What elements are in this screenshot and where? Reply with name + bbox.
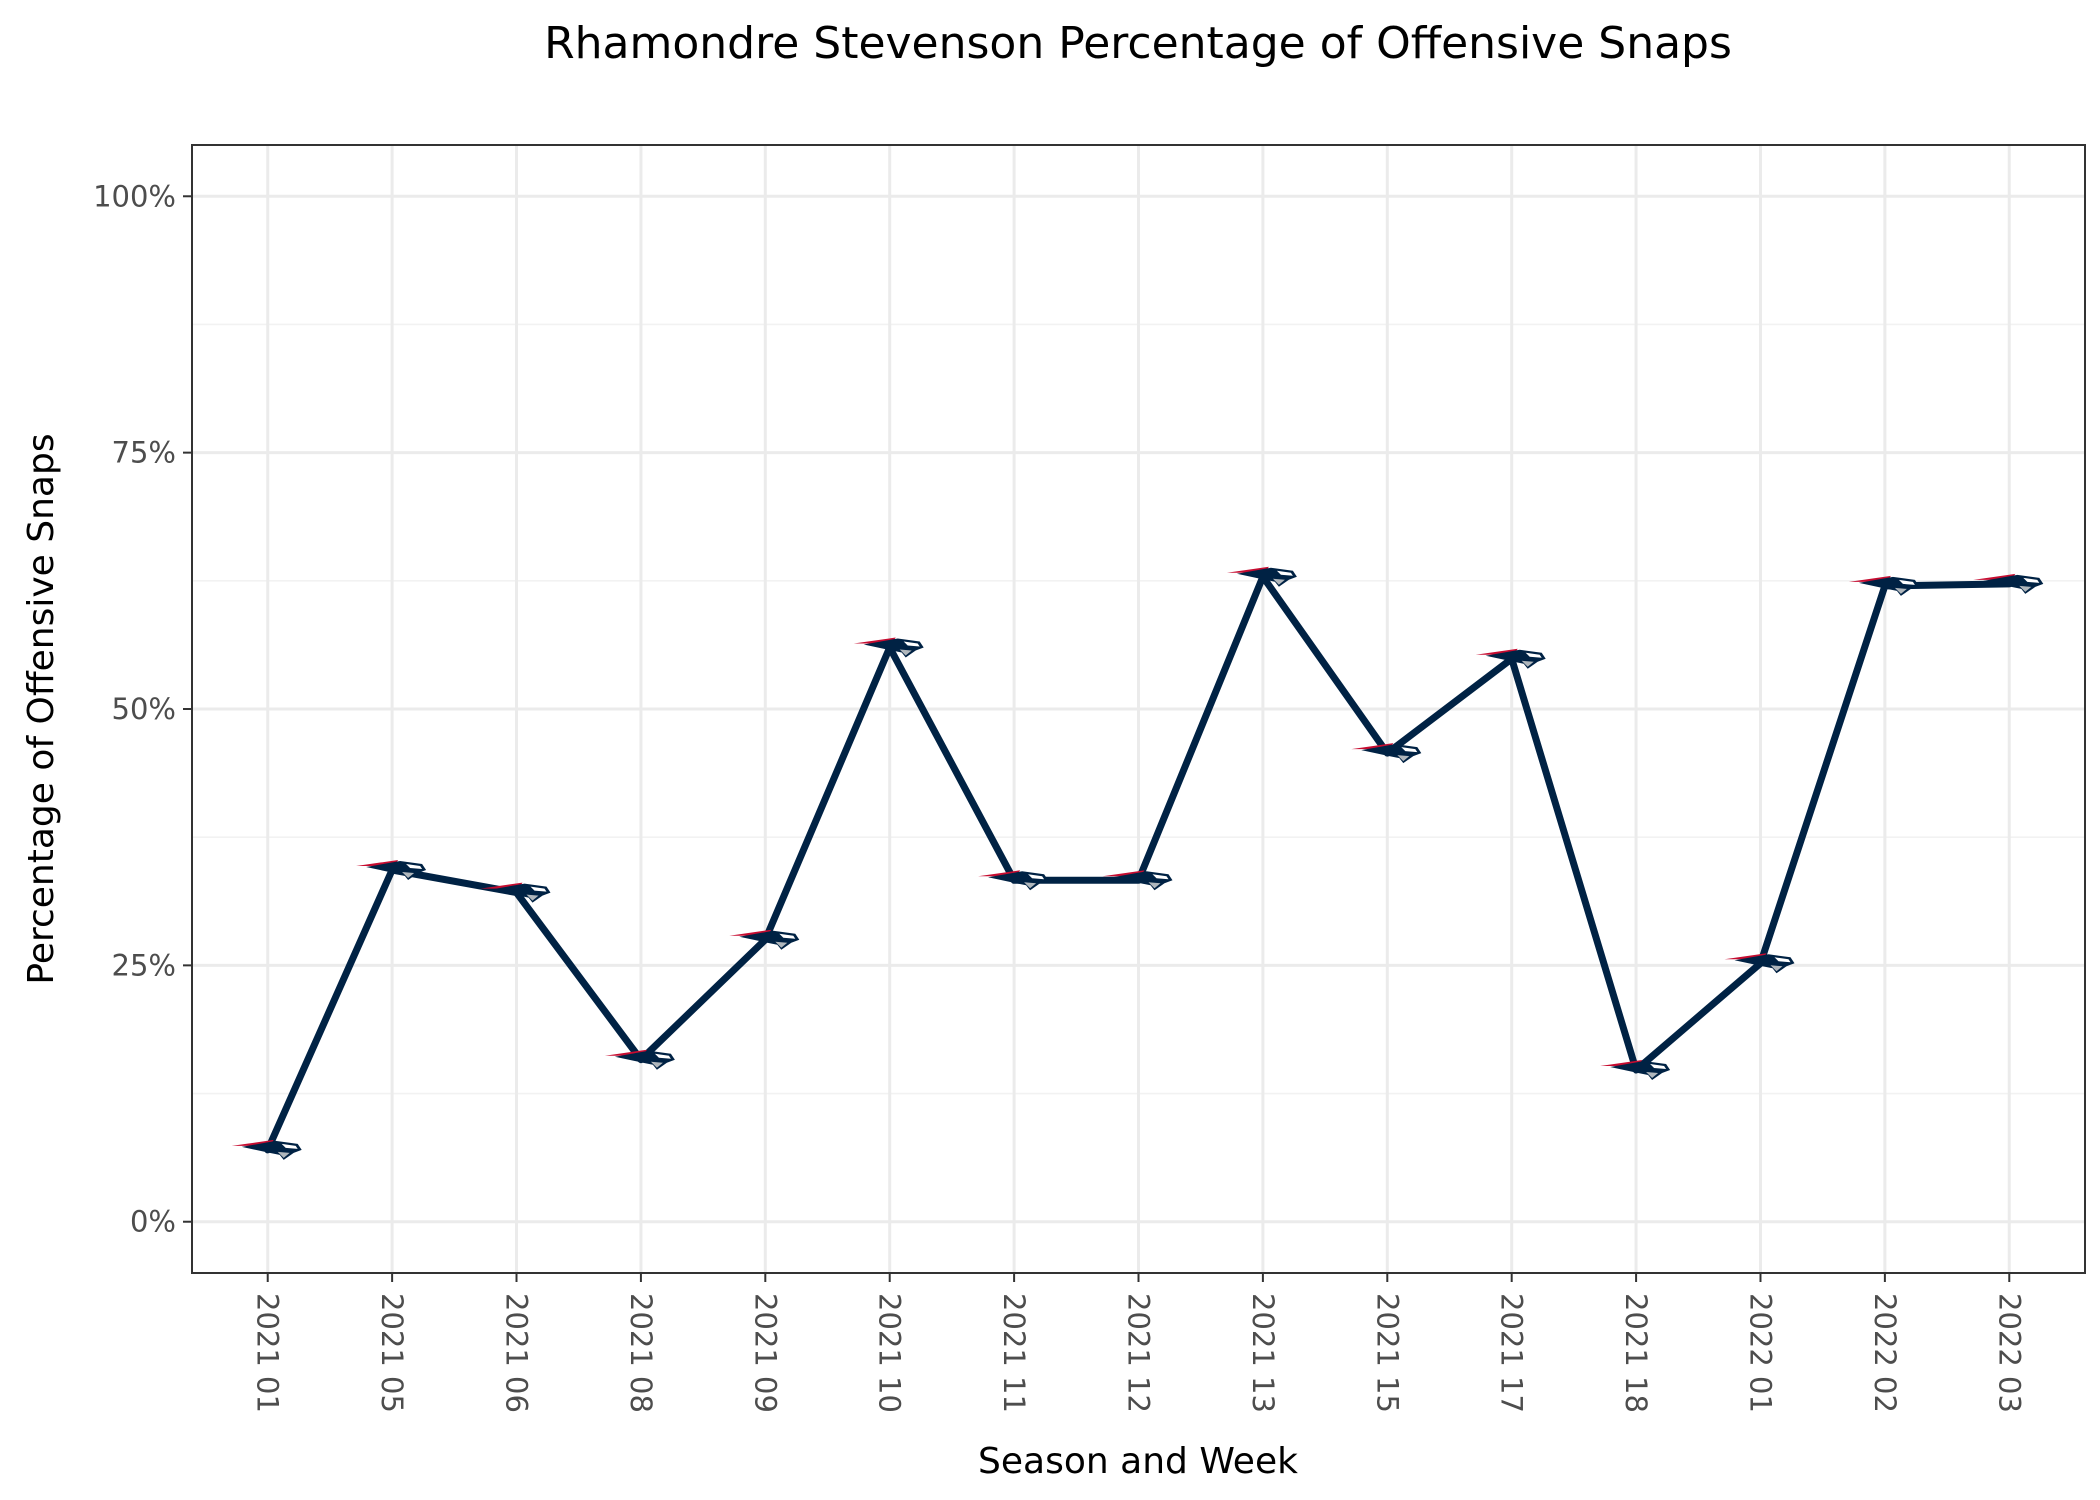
x-tick-label: 2021 08 — [624, 1293, 658, 1413]
data-point-logo — [978, 870, 1049, 891]
data-point-logo — [1226, 566, 1297, 587]
data-point-logo — [604, 1049, 675, 1070]
logo-white-face — [1028, 874, 1045, 880]
y-tick-label: 50% — [112, 692, 176, 726]
y-tick-label: 75% — [112, 436, 176, 470]
logo-silver-accent — [402, 872, 415, 878]
logo-silver-accent — [899, 649, 912, 656]
y-axis-title: Percentage of Offensive Snaps — [21, 433, 62, 984]
logo-white-face — [530, 886, 547, 892]
grid-layer — [192, 145, 2085, 1273]
data-point-logo — [1724, 953, 1795, 974]
marker-layer — [231, 566, 2044, 1160]
x-tick-label: 2022 02 — [1868, 1293, 1902, 1413]
logo-white-face — [779, 933, 796, 939]
data-point-logo — [1600, 1060, 1671, 1080]
logo-white-face — [1401, 747, 1418, 753]
logo-white-face — [1650, 1064, 1667, 1069]
x-tick-label: 2022 01 — [1743, 1293, 1777, 1413]
x-tick-label: 2021 13 — [1246, 1293, 1280, 1413]
x-tick-label: 2021 12 — [1122, 1293, 1156, 1413]
x-tick-label: 2021 09 — [748, 1293, 782, 1413]
x-tick-label: 2021 17 — [1495, 1293, 1529, 1413]
x-tick-label: 2021 06 — [500, 1293, 534, 1413]
logo-white-face — [903, 641, 920, 647]
data-point-logo — [729, 929, 800, 950]
logo-silver-accent — [1770, 965, 1783, 972]
logo-white-face — [1898, 579, 1915, 585]
y-tick-label: 25% — [112, 948, 176, 982]
logo-silver-accent — [277, 1151, 290, 1158]
chart-title: Rhamondre Stevenson Percentage of Offens… — [544, 18, 1732, 69]
logo-white-face — [1276, 570, 1293, 576]
x-tick-label: 2021 15 — [1370, 1293, 1404, 1413]
x-axis-title: Season and Week — [978, 1441, 1298, 1482]
logo-white-face — [2023, 577, 2040, 583]
data-point-logo — [1102, 870, 1173, 891]
logo-silver-accent — [1272, 578, 1285, 585]
logo-silver-accent — [526, 894, 539, 901]
data-point-logo — [480, 882, 551, 903]
data-point-logo — [1351, 743, 1422, 764]
logo-silver-accent — [1397, 755, 1410, 762]
data-point-logo — [1973, 573, 2044, 594]
logo-silver-accent — [1148, 882, 1161, 889]
y-axis: 0% 25% 50% 75% 100% — [93, 179, 192, 1239]
logo-white-face — [1525, 652, 1542, 658]
logo-silver-accent — [775, 941, 788, 948]
logo-white-face — [281, 1143, 298, 1149]
data-point-logo — [1475, 648, 1546, 669]
logo-silver-accent — [1024, 882, 1037, 889]
x-axis: 2021 01 2021 05 2021 06 2021 08 2021 09 2021 … — [251, 1273, 2026, 1413]
logo-silver-accent — [650, 1061, 663, 1068]
data-point-logo — [1848, 575, 1919, 596]
logo-white-face — [1774, 957, 1791, 963]
logo-silver-accent — [1521, 660, 1534, 667]
x-tick-label: 2021 01 — [251, 1293, 285, 1413]
logo-white-face — [654, 1053, 671, 1059]
data-point-logo — [231, 1139, 302, 1160]
x-tick-label: 2021 11 — [997, 1293, 1031, 1413]
y-tick-label: 0% — [130, 1205, 176, 1239]
x-tick-label: 2022 03 — [1992, 1293, 2026, 1413]
data-point-logo — [853, 637, 924, 658]
logo-silver-accent — [2019, 585, 2032, 592]
logo-white-face — [1152, 874, 1169, 880]
x-tick-label: 2021 05 — [375, 1293, 409, 1413]
data-point-logo — [356, 860, 427, 880]
logo-silver-accent — [1646, 1072, 1659, 1078]
logo-white-face — [406, 864, 423, 869]
y-tick-label: 100% — [93, 179, 176, 213]
x-tick-label: 2021 10 — [873, 1293, 907, 1413]
logo-silver-accent — [1894, 587, 1907, 594]
x-tick-label: 2021 18 — [1619, 1293, 1653, 1413]
